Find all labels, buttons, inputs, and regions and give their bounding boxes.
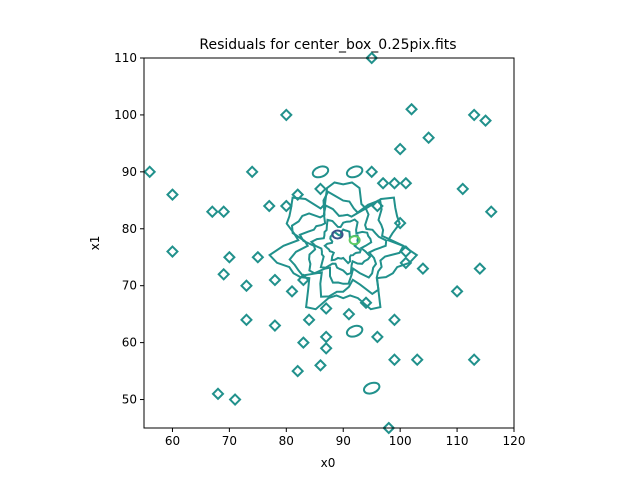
contour-diamond xyxy=(484,205,498,219)
contour-high xyxy=(348,235,361,246)
x-axis-label: x0 xyxy=(321,456,336,470)
chart-title: Residuals for center_box_0.25pix.fits xyxy=(199,37,456,53)
contour-diamond xyxy=(422,131,436,145)
x-tick-label: 110 xyxy=(446,434,469,448)
plot-frame xyxy=(143,57,515,429)
contour-diamond xyxy=(456,182,470,196)
contour-diamond xyxy=(382,421,396,435)
contour-diamond xyxy=(450,284,464,298)
contour-core xyxy=(323,228,362,265)
x-axis: 60 70 80 90 100 110 120 xyxy=(165,428,526,448)
contour-diamond xyxy=(222,250,236,264)
contour-diamond xyxy=(279,199,293,213)
contour-diamond xyxy=(285,284,299,298)
contour-diamond xyxy=(217,267,231,281)
y-tick-label: 80 xyxy=(122,222,137,236)
contour-diamond xyxy=(393,142,407,156)
contour-diamond xyxy=(473,262,487,276)
contour-elongated xyxy=(345,165,364,179)
x-tick-label: 100 xyxy=(389,434,412,448)
contour-diamond xyxy=(393,216,407,230)
contour-diamond xyxy=(319,302,333,315)
contour-diamond xyxy=(388,353,401,367)
contour-diamond xyxy=(479,114,492,128)
contour-diamond xyxy=(228,393,242,406)
contour-diamond xyxy=(399,256,413,270)
x-tick-label: 80 xyxy=(279,434,294,448)
contour-diamond xyxy=(467,108,481,122)
contour-diamond xyxy=(314,358,327,372)
contour-diamond xyxy=(205,205,219,219)
contour-layer xyxy=(143,51,498,435)
contour-diamond xyxy=(376,176,390,190)
contour-diamond xyxy=(302,313,316,327)
contour-diamond xyxy=(388,313,401,327)
contour-diamond xyxy=(291,188,305,202)
contour-diamond xyxy=(240,313,253,327)
contour-diamond xyxy=(245,165,259,179)
contour-diamond xyxy=(410,353,424,367)
contour-diamond xyxy=(388,176,401,190)
contour-diamond xyxy=(240,279,253,293)
y-tick-label: 60 xyxy=(122,336,137,350)
contour-diamond xyxy=(319,330,333,344)
y-tick-label: 100 xyxy=(114,108,137,122)
y-axis-label: x1 xyxy=(88,236,102,251)
contour-diamond xyxy=(251,250,265,264)
contour-diamond xyxy=(268,319,282,332)
contour-diamond xyxy=(279,108,293,122)
x-tick-label: 70 xyxy=(222,434,237,448)
y-tick-label: 90 xyxy=(122,165,137,179)
contour-diamond xyxy=(296,336,310,350)
contour-diamond xyxy=(405,102,418,116)
contour-diamond xyxy=(211,387,225,401)
contour-diamond xyxy=(291,364,305,378)
contour-diamond xyxy=(217,205,231,219)
contour-diamond xyxy=(370,330,384,344)
contour-elongated xyxy=(311,165,330,179)
y-tick-label: 70 xyxy=(122,279,137,293)
contour-diamond xyxy=(416,262,430,276)
y-tick-label: 50 xyxy=(122,393,137,407)
contour-diamond xyxy=(143,165,157,179)
y-axis: 50 60 70 80 90 100 110 xyxy=(114,51,144,407)
x-tick-label: 90 xyxy=(336,434,351,448)
contour-diamond xyxy=(166,245,179,258)
x-tick-label: 60 xyxy=(165,434,180,448)
contour-elongated xyxy=(362,381,381,395)
contour-diamond xyxy=(262,199,276,213)
contour-core xyxy=(288,190,405,298)
contour-diamond xyxy=(467,353,481,367)
contour-low xyxy=(331,229,344,240)
y-tick-label: 110 xyxy=(114,51,137,65)
contour-core xyxy=(309,218,373,276)
contour-diamond xyxy=(314,182,327,196)
contour-diamond xyxy=(342,307,356,321)
contour-diamond xyxy=(268,273,282,287)
contour-diamond xyxy=(166,188,179,202)
contour-diamond xyxy=(365,51,379,65)
contour-diamond xyxy=(365,165,379,179)
contour-diamond xyxy=(399,176,413,190)
contour-diamond xyxy=(319,341,333,355)
x-tick-label: 120 xyxy=(503,434,526,448)
contour-elongated xyxy=(345,324,364,338)
